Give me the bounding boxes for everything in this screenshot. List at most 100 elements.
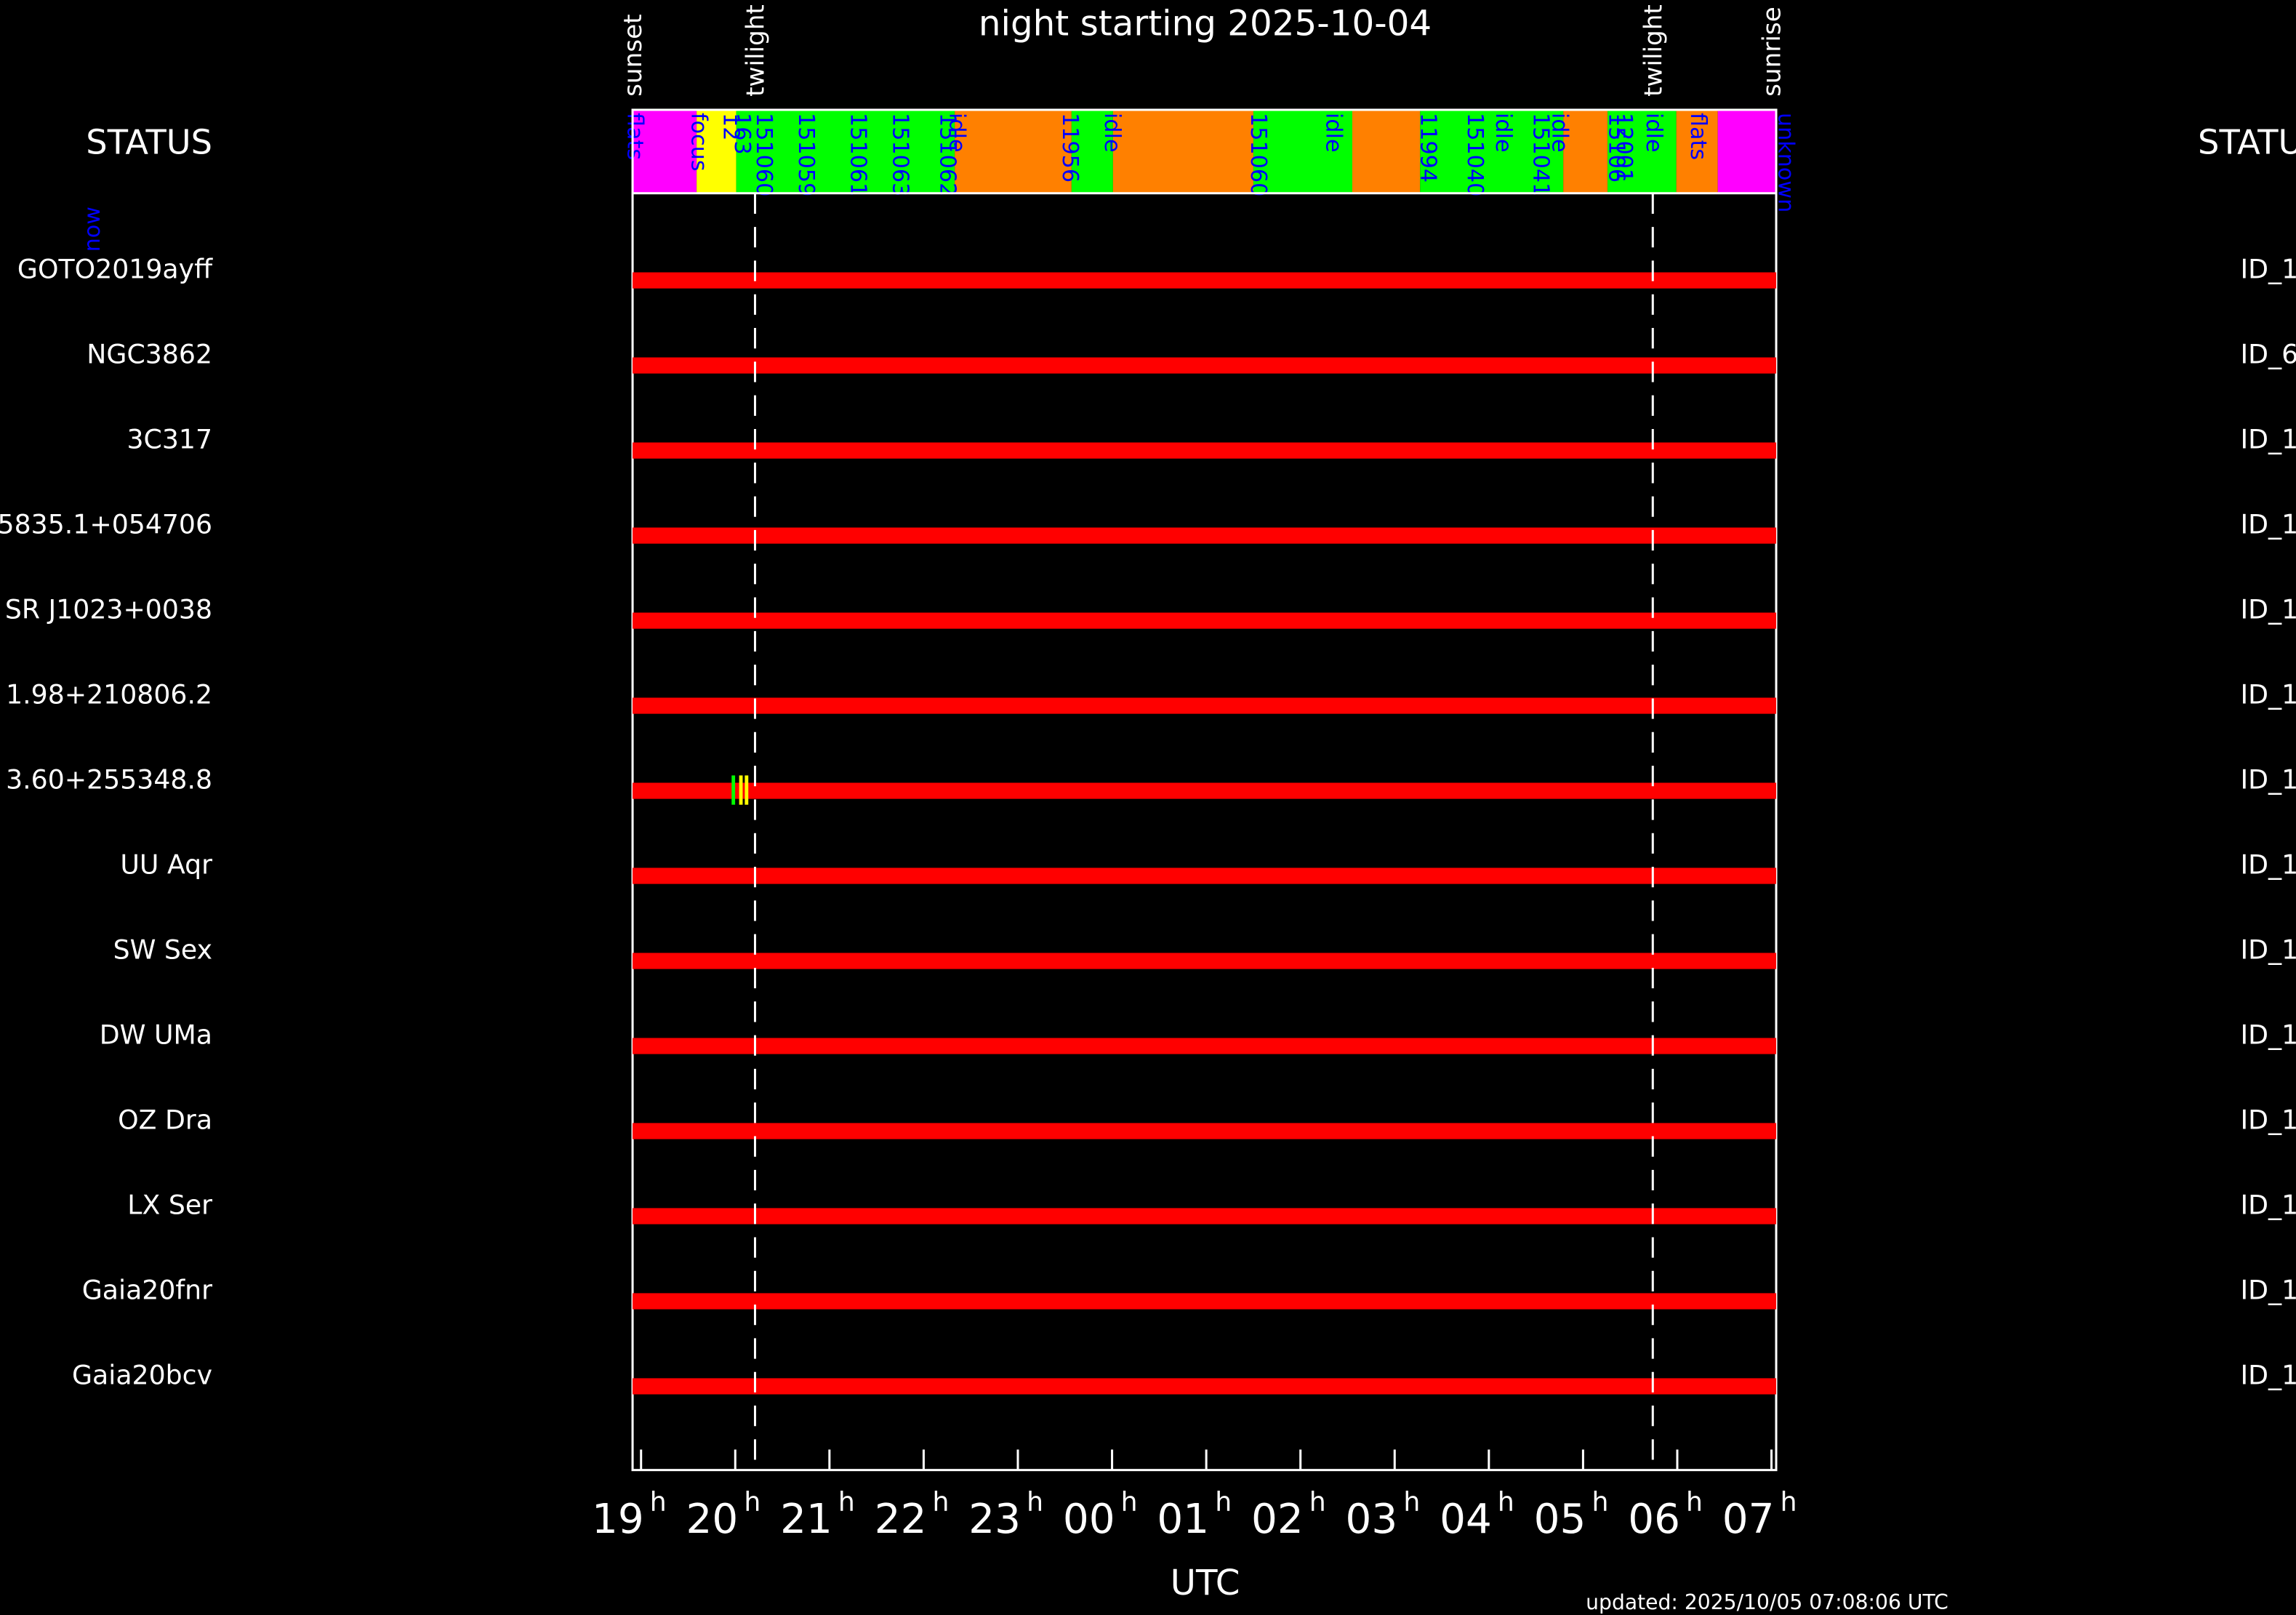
observation [739,775,743,805]
schedule-block [1676,110,1718,193]
target-name: UU Aqr [120,849,212,881]
schedule-label: 11956 [1057,113,1083,183]
target-bar [633,1293,1777,1310]
schedule-label: flats [1685,113,1711,160]
event-label: twilight [742,4,771,97]
updated-label: updated: 2025/10/05 07:08:06 UTC [1586,1590,1948,1614]
schedule-label: 151062 [934,113,960,196]
target-id: ID_151 [2240,1104,2296,1135]
target-bar [633,1208,1777,1225]
target-id: ID_151 [2240,934,2296,966]
target-bar [633,782,1777,799]
target-name: SW Sex [113,934,212,966]
schedule-block [1607,110,1677,193]
target-name: GOTO2019ayff [17,254,213,285]
schedule-label: 151061 [845,113,870,196]
target-bar [633,953,1777,969]
schedule-label: 15106 [1603,113,1629,183]
target-bar [633,697,1777,714]
schedule-label: 151060 [1245,113,1271,196]
target-name: NGC3862 [87,339,212,370]
x-tick-suffix: h [1686,1486,1703,1518]
x-tick-label: 07 [1722,1496,1775,1543]
target-bar [633,442,1777,459]
schedule-block [697,110,736,193]
schedule-label: idle [1547,113,1573,153]
target-bar [633,1123,1777,1139]
schedule-block [955,110,1072,193]
schedule-block [1420,110,1564,193]
x-tick-suffix: h [1591,1486,1608,1518]
schedule-label: 151060 [751,113,776,196]
schedule-label: focus [686,113,711,172]
schedule-label: 163 [729,113,755,155]
target-id: ID_151 [2240,1189,2296,1220]
right-header: STATUS [2198,122,2296,161]
x-tick-suffix: h [650,1486,667,1518]
x-tick-label: 05 [1534,1496,1586,1543]
x-tick-label: 22 [875,1496,927,1543]
schedule-label: 12001 [1611,113,1637,183]
schedule-label: 151040 [1462,113,1488,196]
x-tick-label: 00 [1063,1496,1115,1543]
target-bar [633,272,1777,289]
target-name: 3C317 [127,424,213,455]
target-bar [633,867,1777,884]
x-tick-label: 23 [968,1496,1021,1543]
schedule-label: idle [1321,113,1346,153]
target-name: LX Ser [127,1189,212,1220]
target-name: OZ Dra [118,1104,212,1135]
x-tick-suffix: h [838,1486,855,1518]
event-label: sunset [619,14,648,96]
x-tick-label: 03 [1346,1496,1398,1543]
schedule-label: 151063 [888,113,913,196]
x-tick-suffix: h [1498,1486,1514,1518]
x-tick-suffix: h [933,1486,950,1518]
target-bar [633,1378,1777,1395]
schedule-label: flats [622,113,647,160]
schedule-block [1717,110,1777,193]
target-bar [633,527,1777,544]
target-name: Gaia20bcv [72,1359,212,1390]
target-id: ID_1227 [2240,424,2296,455]
target-id: ID_605 [2240,339,2296,370]
schedule-label: 151041 [1528,113,1554,196]
target-bar [633,1038,1777,1054]
x-axis-label: UTC [1171,1563,1240,1603]
schedule-block [1253,110,1352,193]
x-tick-label: 01 [1157,1496,1209,1543]
target-id: ID_151 [2240,1359,2296,1390]
x-tick-suffix: h [1403,1486,1420,1518]
now-label: now [80,207,105,252]
event-label: twilight [1639,4,1668,97]
target-name: 3.60+255348.8 [6,764,212,796]
schedule-block [633,110,697,193]
schedule-block [1112,110,1253,193]
x-tick-suffix: h [1027,1486,1043,1518]
schedule-block [1071,110,1113,193]
observation [744,775,749,805]
x-tick-suffix: h [1781,1486,1797,1518]
x-tick-suffix: h [1309,1486,1326,1518]
chart-title: night starting 2025-10-04 [979,3,1432,44]
schedule-label: idle [944,113,969,153]
target-id: ID_151 [2240,849,2296,881]
schedule-label: 11994 [1415,113,1440,183]
left-header: STATUS [86,122,212,161]
x-tick-label: 21 [780,1496,832,1543]
target-id: ID_151 [2240,594,2296,625]
x-tick-label: 02 [1251,1496,1304,1543]
event-label: sunrise [1758,7,1787,97]
target-name: 5835.1+054706 [0,509,212,540]
x-tick-label: 19 [592,1496,644,1543]
schedule-label: 151059 [793,113,819,196]
schedule-block [736,110,955,193]
schedule-label: idle [1490,113,1516,153]
target-bar [633,357,1777,374]
x-tick-label: 06 [1628,1496,1680,1543]
target-id: ID_151 [2240,679,2296,710]
schedule-label: idle [1099,113,1125,153]
target-name: DW UMa [100,1019,212,1050]
